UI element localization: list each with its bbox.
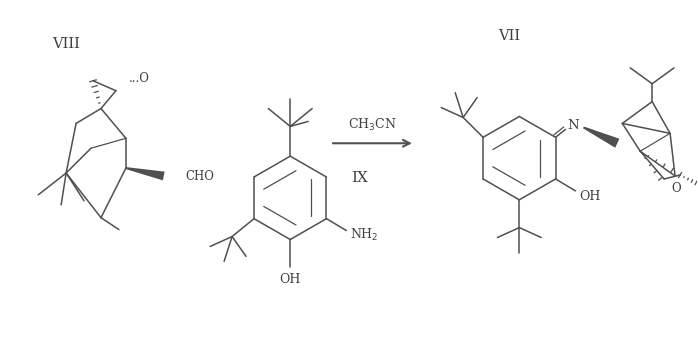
Polygon shape xyxy=(126,167,165,180)
Text: OH: OH xyxy=(580,190,601,203)
Text: N: N xyxy=(567,119,579,132)
Text: O: O xyxy=(671,183,681,196)
Text: ...O: ...O xyxy=(129,72,150,85)
Polygon shape xyxy=(583,126,619,148)
Text: VII: VII xyxy=(498,29,521,43)
Text: IX: IX xyxy=(352,171,369,185)
Text: CHO: CHO xyxy=(186,169,214,183)
Text: NH$_2$: NH$_2$ xyxy=(350,227,378,243)
Text: VIII: VIII xyxy=(52,37,80,51)
Text: CH$_3$CN: CH$_3$CN xyxy=(348,117,396,133)
Text: OH: OH xyxy=(279,273,301,286)
